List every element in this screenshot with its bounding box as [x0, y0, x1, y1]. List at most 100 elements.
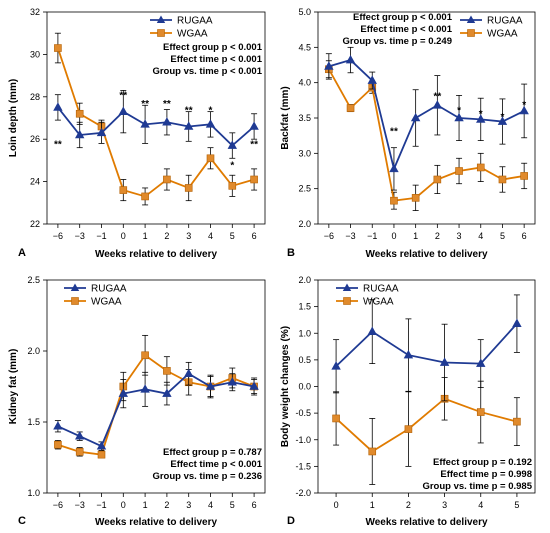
x-tick-label: 0	[121, 231, 126, 241]
legend-label-WGAA: WGAA	[177, 29, 208, 40]
data-point	[332, 414, 340, 423]
significance-mark: *	[230, 161, 234, 172]
data-point	[476, 114, 486, 123]
data-point	[476, 358, 486, 367]
legend-label-RUGAA: RUGAA	[487, 16, 523, 27]
panel-letter: A	[18, 247, 26, 259]
legend: RUGAA WGAA	[460, 15, 523, 40]
legend: RUGAA WGAA	[336, 283, 399, 308]
data-point	[118, 388, 129, 397]
significance-mark: *	[479, 109, 483, 120]
x-tick-label: 1	[370, 500, 375, 510]
significance-mark: **	[185, 106, 193, 117]
x-tick-label: 1	[413, 231, 418, 241]
legend-marker	[157, 29, 165, 37]
data-point	[249, 121, 259, 130]
legend-label-RUGAA: RUGAA	[177, 16, 213, 27]
stats-line: Effect time p < 0.001	[170, 459, 262, 470]
y-tick-label: 2.5	[298, 184, 311, 194]
data-point	[411, 194, 420, 202]
legend-marker	[466, 15, 476, 23]
data-point	[476, 408, 485, 416]
stats-line: Group vs. time p = 0.249	[342, 36, 452, 47]
data-point	[367, 75, 377, 84]
stats-line: Group vs. time p < 0.001	[152, 66, 262, 77]
legend: RUGAA WGAA	[64, 283, 127, 308]
significance-mark: **	[54, 139, 62, 150]
data-point	[455, 167, 463, 175]
significance-mark: **	[433, 91, 441, 102]
stats-line: Effect time p < 0.001	[360, 24, 452, 35]
data-point	[404, 425, 413, 433]
legend-label-WGAA: WGAA	[363, 297, 394, 308]
data-point	[228, 182, 237, 190]
x-tick-label: 1	[143, 231, 148, 241]
significance-mark: **	[141, 99, 149, 110]
series-WGAA	[332, 377, 521, 485]
data-point	[368, 447, 377, 456]
data-point	[513, 417, 521, 426]
data-point	[519, 105, 529, 115]
x-tick-label: −3	[75, 231, 85, 241]
y-tick-label: 1.0	[27, 488, 40, 498]
series-line	[57, 372, 255, 448]
x-tick-label: 2	[164, 231, 169, 241]
data-point	[367, 326, 377, 335]
legend-marker	[467, 29, 475, 37]
series-line	[335, 323, 518, 367]
y-tick-label: 4.5	[298, 42, 311, 52]
y-tick-label: 3.5	[298, 113, 311, 123]
y-tick-label: 22	[30, 219, 40, 229]
data-point	[141, 192, 149, 201]
series-line	[335, 397, 518, 453]
x-tick-label: 5	[230, 500, 235, 510]
data-point	[250, 175, 258, 184]
x-tick-label: 1	[143, 500, 148, 510]
x-axis-label: Weeks relative to delivery	[365, 517, 488, 528]
data-point	[389, 163, 399, 173]
data-point	[432, 100, 443, 109]
data-point	[497, 116, 508, 125]
data-point	[140, 119, 150, 128]
x-tick-label: 3	[457, 231, 462, 241]
data-point	[54, 44, 62, 52]
x-tick-label: −6	[53, 500, 63, 510]
data-point	[162, 117, 172, 126]
x-tick-label: 2	[406, 500, 411, 510]
data-point	[118, 106, 129, 115]
y-tick-label: 3.0	[298, 148, 311, 158]
significance-mark: *	[457, 106, 461, 117]
series-RUGAA	[324, 46, 529, 191]
y-tick-label: 0.5	[298, 355, 311, 365]
stats-line: Effect group p = 0.787	[163, 447, 262, 458]
data-point	[75, 448, 84, 456]
x-tick-label: −6	[324, 231, 334, 241]
data-point	[410, 112, 421, 122]
y-tick-label: 2.0	[298, 275, 311, 285]
data-point	[184, 184, 193, 192]
y-tick-label: -1.0	[295, 435, 311, 445]
y-tick-label: 5.0	[298, 7, 311, 17]
data-point	[345, 54, 356, 64]
significance-mark: **	[250, 139, 258, 150]
y-tick-label: 2.5	[27, 275, 40, 285]
stats-line: Effect group p < 0.001	[163, 42, 263, 53]
significance-mark: **	[163, 99, 171, 110]
data-point	[512, 318, 522, 327]
legend-label-RUGAA: RUGAA	[363, 284, 399, 295]
data-point	[205, 119, 216, 128]
significance-mark: **	[390, 127, 398, 138]
y-tick-label: 24	[30, 177, 40, 187]
x-tick-label: 4	[208, 500, 213, 510]
x-tick-label: 5	[514, 500, 519, 510]
y-tick-label: 32	[30, 7, 40, 17]
data-point	[74, 431, 85, 440]
data-point	[183, 121, 194, 130]
data-point	[476, 163, 485, 172]
x-tick-label: 3	[442, 500, 447, 510]
x-tick-label: 6	[252, 231, 257, 241]
legend-marker	[343, 297, 351, 305]
x-axis-label: Weeks relative to delivery	[95, 517, 218, 528]
